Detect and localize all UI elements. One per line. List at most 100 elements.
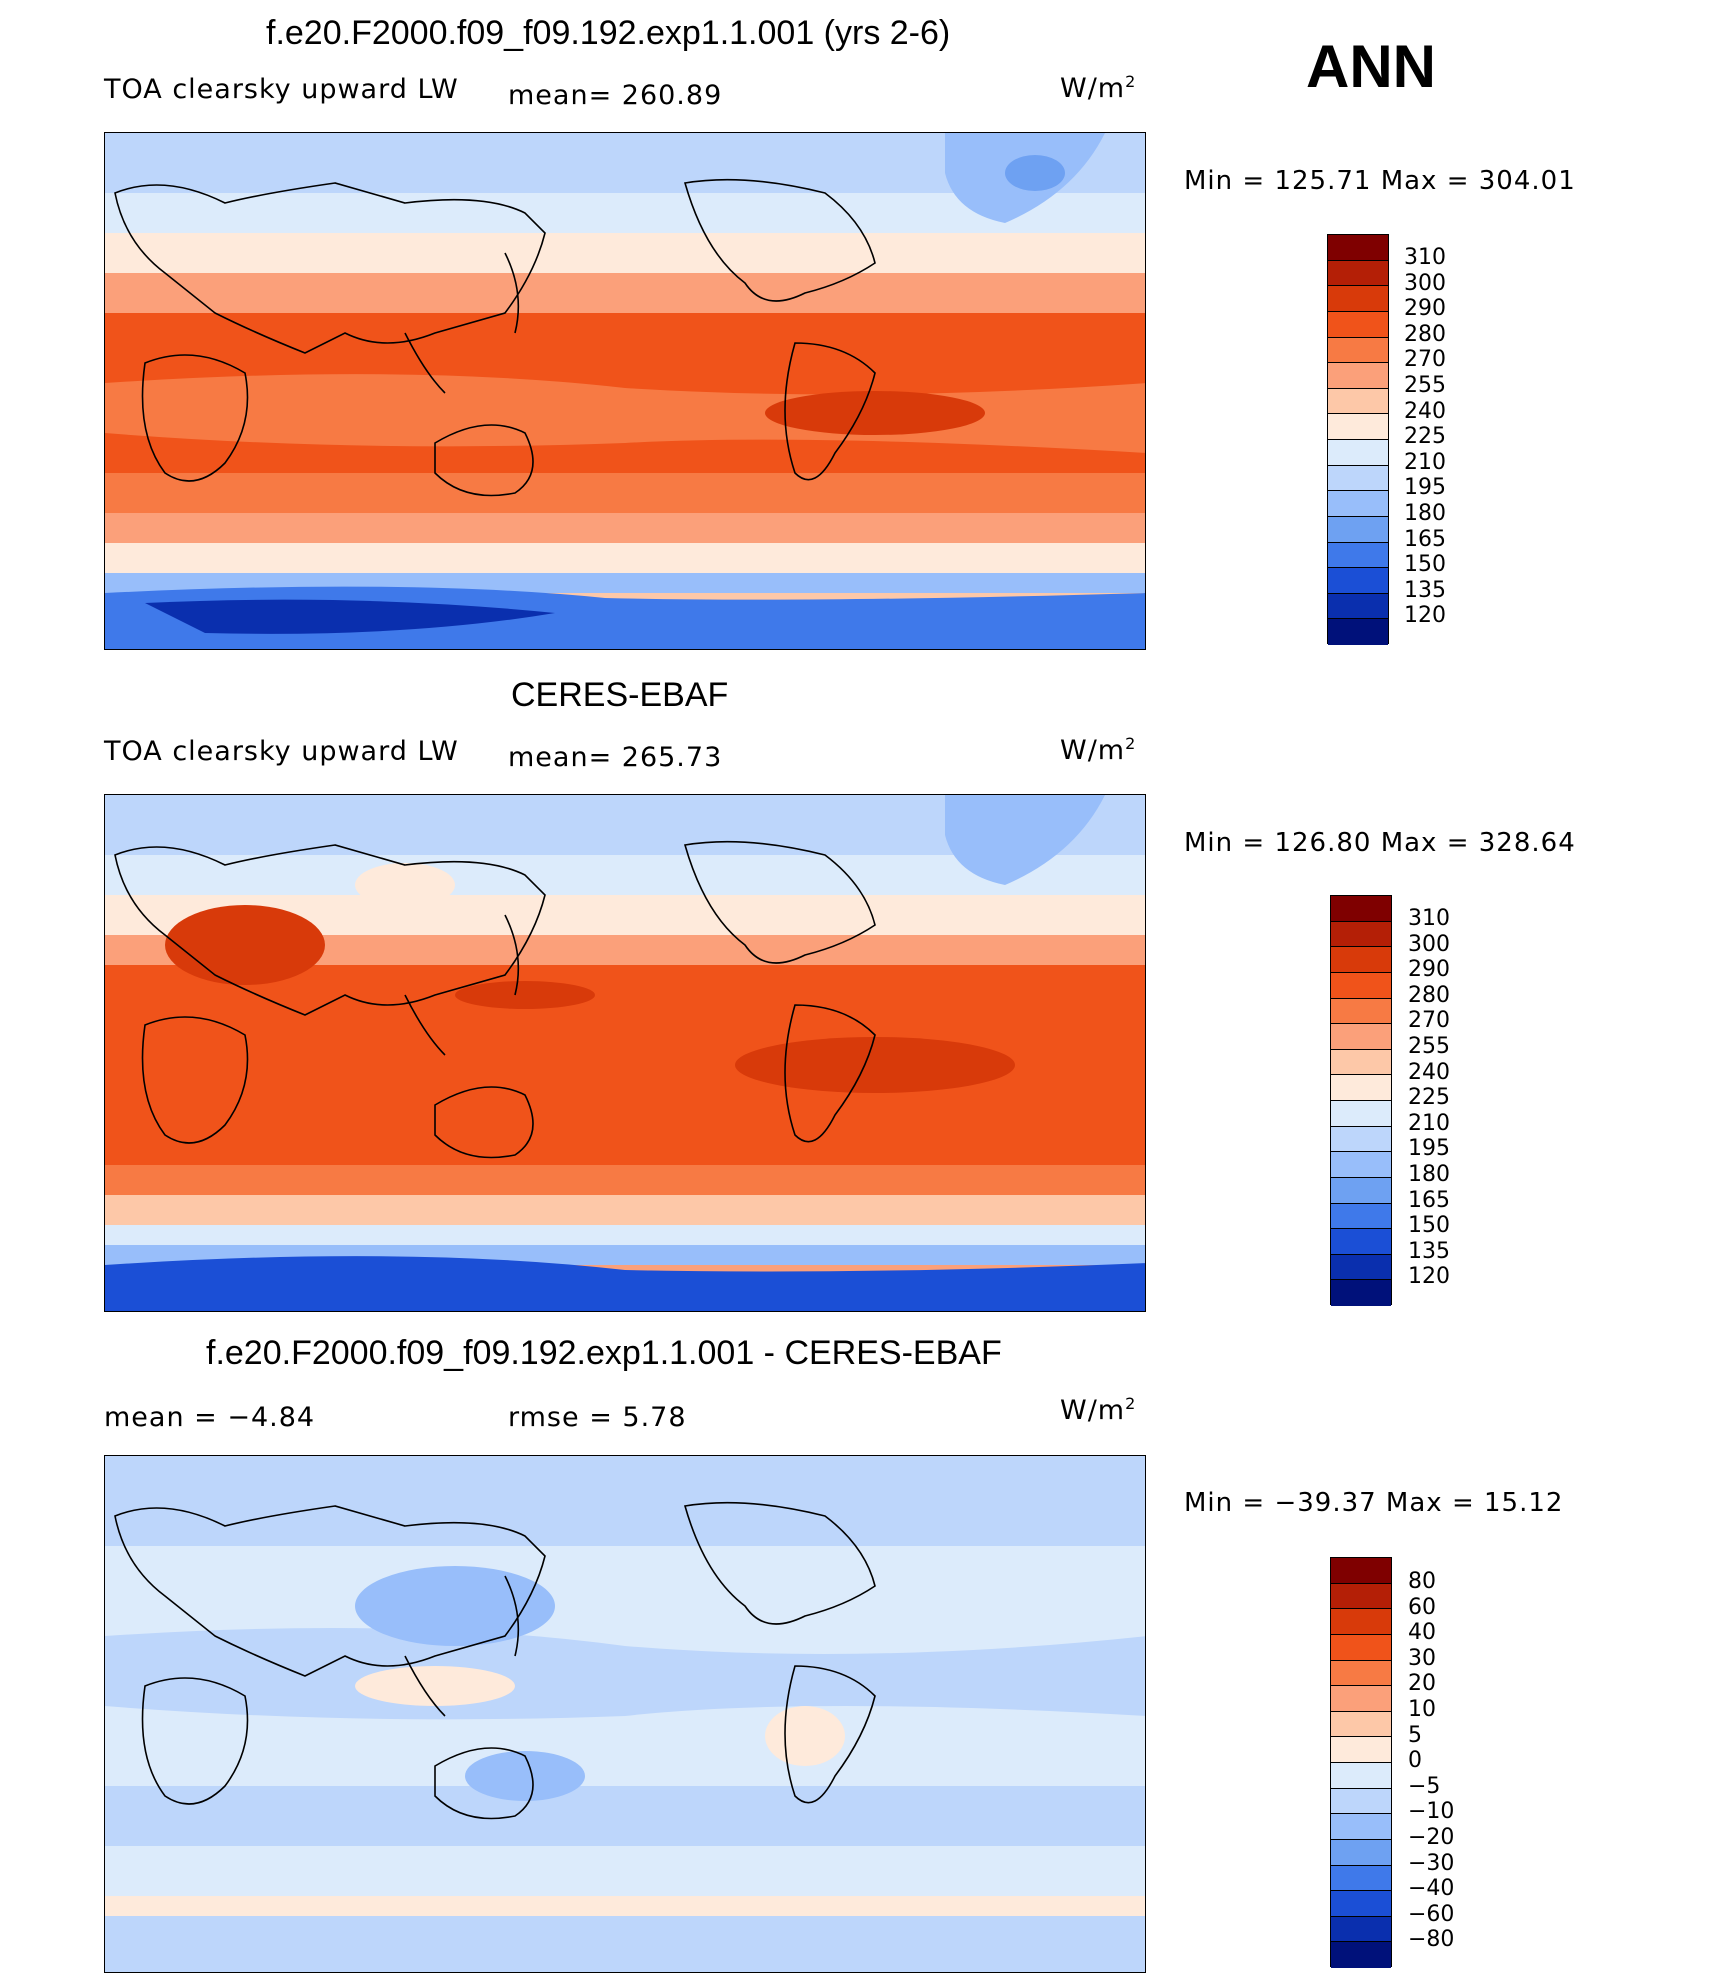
colorbar-segment [1331,1049,1391,1076]
panel-1-colorbar-labels: 310 300 290 280 270 255 240 225 210 195 180 165 150 1… [1404,245,1446,629]
panel-1-minmax: Min = 125.71 Max = 304.01 [1184,166,1576,196]
colorbar-segment [1328,337,1388,364]
colorbar-tick-label: −30 [1408,1850,1455,1876]
colorbar-tick-label: 240 [1404,398,1446,424]
colorbar-tick-label: 60 [1408,1594,1436,1620]
colorbar-segment [1328,619,1388,645]
colorbar-segment [1331,1609,1391,1635]
panel-2-map [104,794,1146,1312]
colorbar-segment [1331,1839,1391,1866]
colorbar-tick-label: 150 [1404,552,1446,578]
colorbar-tick-label: 165 [1404,526,1446,552]
colorbar-tick-label: 310 [1404,245,1446,270]
colorbar-tick-label: 300 [1404,270,1446,296]
colorbar-segment [1331,1583,1391,1610]
colorbar-tick-label: 180 [1404,500,1446,526]
colorbar-segment [1331,1280,1391,1306]
colorbar-tick-label: 5 [1408,1722,1422,1748]
colorbar-tick-label: 210 [1404,449,1446,475]
colorbar-tick-label: −40 [1408,1876,1455,1902]
colorbar-tick-label: 290 [1408,957,1450,983]
colorbar-tick-label: 165 [1408,1187,1450,1213]
colorbar-segment [1331,1229,1391,1255]
colorbar-segment [1331,1814,1391,1840]
panel-3-rmse-label: rmse = 5.78 [508,1402,687,1433]
panel-3-unit-label: W/m2 [1060,1394,1137,1426]
colorbar-segment [1328,516,1388,543]
colorbar-tick-label: 30 [1408,1645,1436,1671]
colorbar-tick-label: 270 [1408,1008,1450,1034]
colorbar-segment [1331,1101,1391,1127]
colorbar-tick-label: 240 [1408,1059,1450,1085]
colorbar-tick-label: 120 [1404,603,1446,629]
colorbar-segment [1331,972,1391,999]
colorbar-segment [1331,1660,1391,1687]
colorbar-segment [1331,1254,1391,1281]
colorbar-tick-label: 150 [1408,1213,1450,1239]
colorbar-segment [1328,440,1388,466]
colorbar-segment [1331,1737,1391,1763]
colorbar-tick-label: 135 [1404,577,1446,603]
colorbar-segment [1331,1916,1391,1943]
colorbar-tick-label: −10 [1408,1799,1455,1825]
panel-2-colorbar [1330,895,1392,1306]
panel-2-mean-label: mean= 265.73 [508,742,723,773]
panel-3-minmax: Min = −39.37 Max = 15.12 [1184,1488,1564,1518]
panel-2-variable-label: TOA clearsky upward LW [104,736,459,767]
colorbar-tick-label: 210 [1408,1110,1450,1136]
colorbar-segment [1331,1711,1391,1738]
colorbar-tick-label: 135 [1408,1238,1450,1264]
colorbar-tick-label: −80 [1408,1927,1455,1953]
panel-1-map [104,132,1146,650]
colorbar-segment [1331,947,1391,973]
colorbar-tick-label: 280 [1408,982,1450,1008]
colorbar-segment [1331,1865,1391,1892]
panel-1-title: f.e20.F2000.f09_f09.192.exp1.1.001 (yrs … [266,14,951,52]
panel-3-colorbar [1330,1557,1392,1968]
colorbar-tick-label: 195 [1408,1136,1450,1162]
panel-3-title: f.e20.F2000.f09_f09.192.exp1.1.001 - CER… [206,1334,1002,1372]
colorbar-segment [1331,1558,1391,1584]
colorbar-segment [1328,568,1388,594]
colorbar-segment [1331,1763,1391,1789]
colorbar-segment [1328,311,1388,338]
colorbar-tick-label: 255 [1404,372,1446,398]
colorbar-segment [1328,235,1388,261]
panel-1-variable-label: TOA clearsky upward LW [104,74,459,105]
colorbar-tick-label: 180 [1408,1161,1450,1187]
colorbar-tick-label: 80 [1408,1569,1436,1594]
colorbar-tick-label: 270 [1404,347,1446,373]
colorbar-tick-label: 10 [1408,1696,1436,1722]
colorbar-tick-label: 20 [1408,1671,1436,1697]
panel-3-mean-label: mean = −4.84 [104,1402,316,1433]
colorbar-segment [1328,542,1388,569]
panel-2-title: CERES-EBAF [511,676,729,714]
colorbar-segment [1328,593,1388,620]
season-label: ANN [1306,33,1436,100]
colorbar-segment [1328,363,1388,389]
colorbar-segment [1331,1177,1391,1204]
panel-2-unit-label: W/m2 [1060,734,1137,766]
panel-1-mean-label: mean= 260.89 [508,80,723,111]
colorbar-segment [1331,1024,1391,1050]
colorbar-segment [1331,1891,1391,1917]
colorbar-tick-label: −60 [1408,1901,1455,1927]
panel-3-map [104,1455,1146,1973]
colorbar-tick-label: 120 [1408,1264,1450,1290]
colorbar-segment [1328,465,1388,492]
colorbar-segment [1331,998,1391,1025]
colorbar-tick-label: −20 [1408,1824,1455,1850]
colorbar-tick-label: 290 [1404,296,1446,322]
colorbar-tick-label: 225 [1404,424,1446,450]
colorbar-segment [1331,1788,1391,1815]
colorbar-tick-label: 280 [1404,321,1446,347]
colorbar-tick-label: 195 [1404,475,1446,501]
colorbar-tick-label: 0 [1408,1748,1422,1774]
colorbar-segment [1328,286,1388,312]
colorbar-segment [1331,1686,1391,1712]
colorbar-segment [1331,1126,1391,1153]
panel-2-colorbar-labels: 310 300 290 280 270 255 240 225 210 195 180 165 150 1… [1408,906,1450,1290]
colorbar-segment [1328,388,1388,415]
colorbar-segment [1331,1942,1391,1968]
panel-1-colorbar [1327,234,1389,645]
